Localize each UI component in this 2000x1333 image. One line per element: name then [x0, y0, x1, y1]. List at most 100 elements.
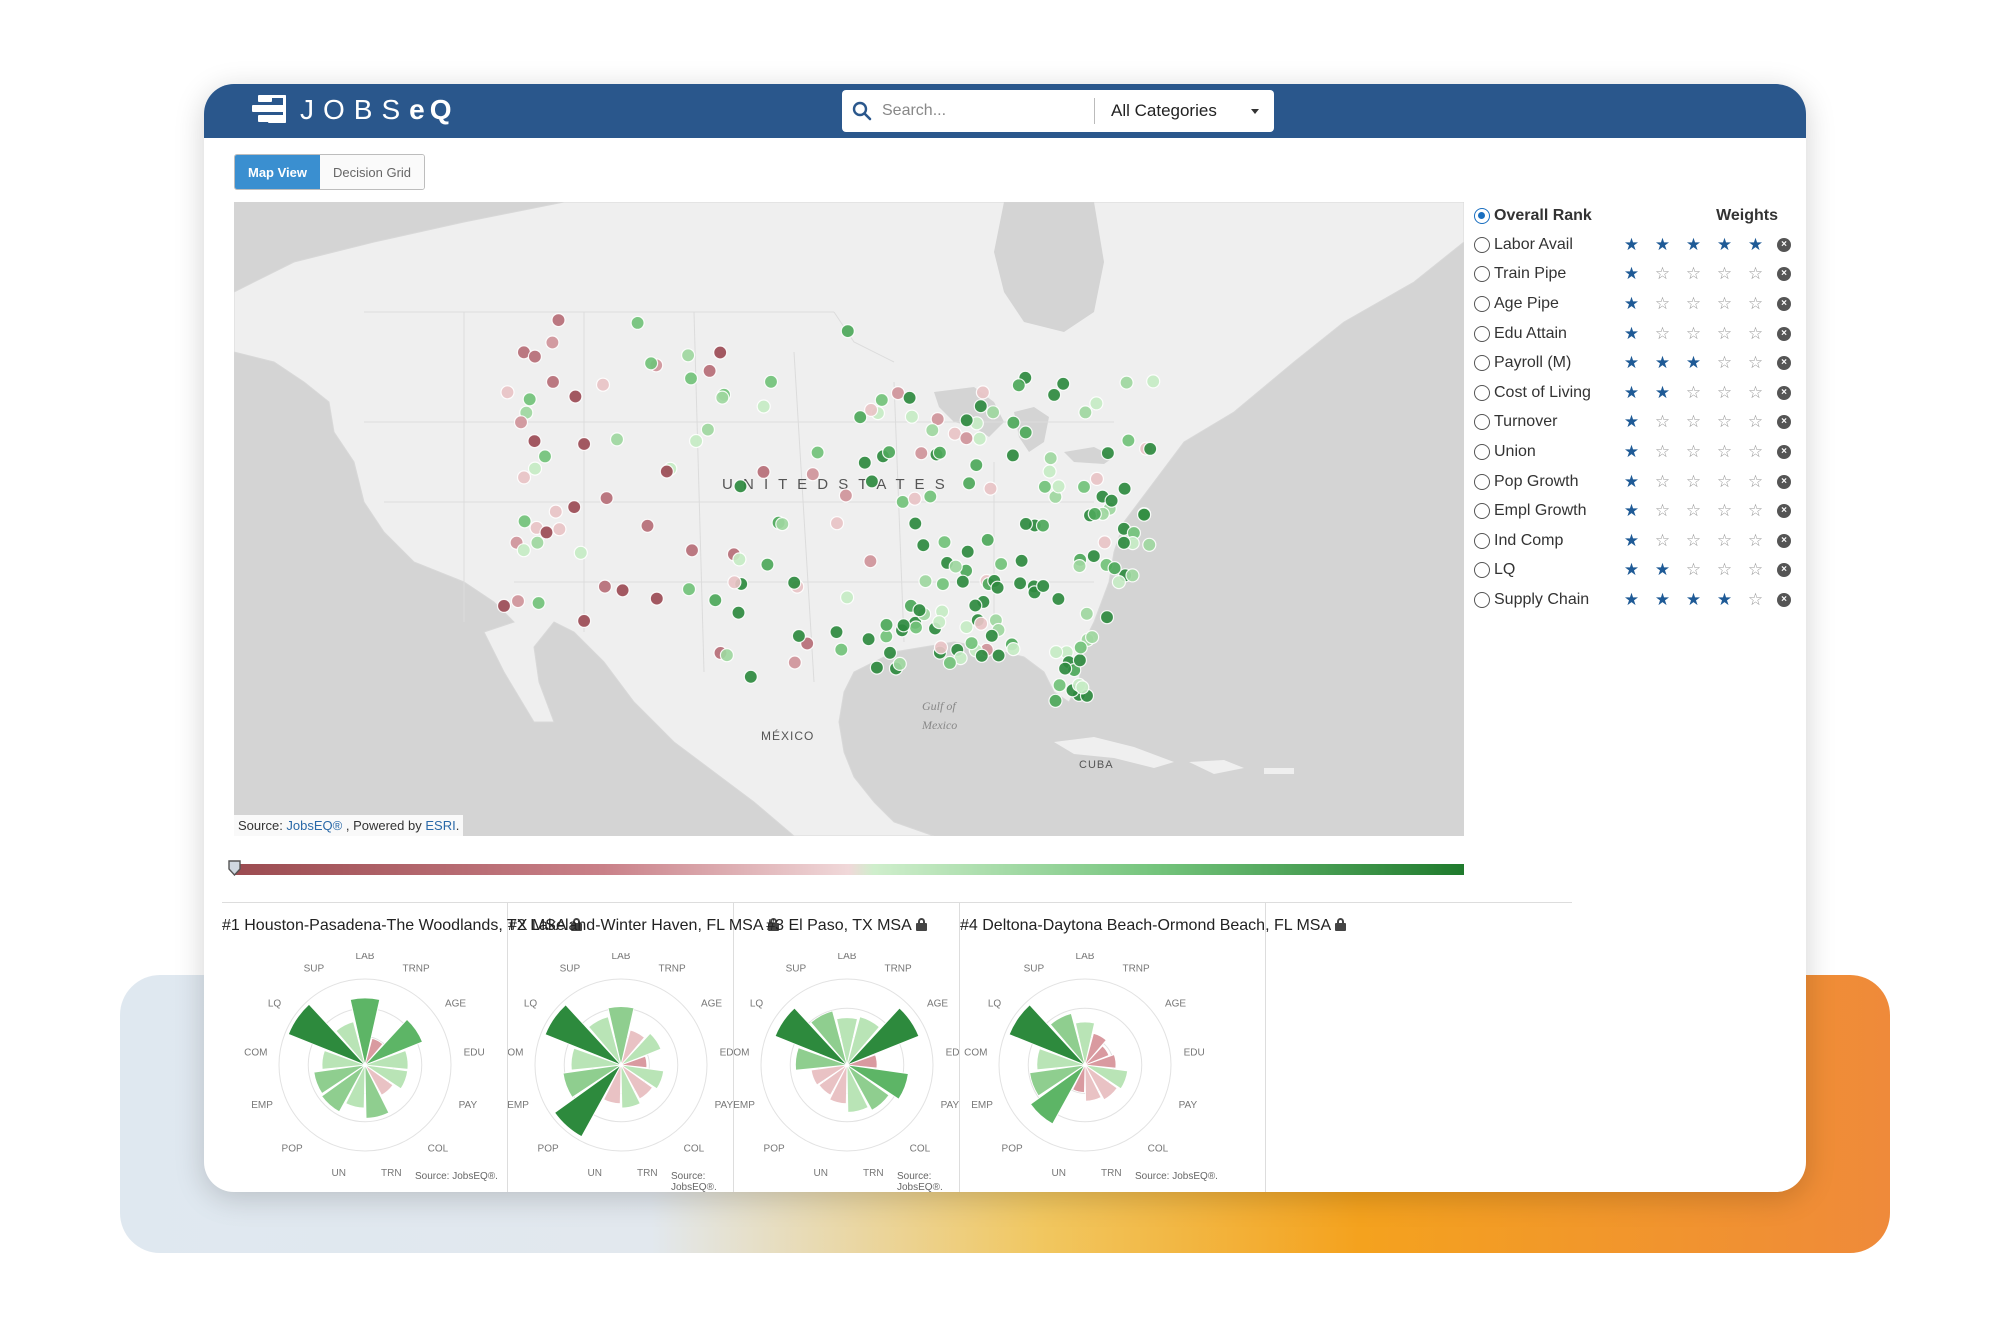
star-icon[interactable]: ☆	[1716, 293, 1733, 313]
radar-wedge[interactable]	[321, 1050, 366, 1070]
star-icon[interactable]: ☆	[1716, 501, 1733, 521]
radar-wedge[interactable]	[795, 1047, 848, 1071]
clear-weight-icon[interactable]: ×	[1777, 267, 1791, 282]
star-icon[interactable]: ☆	[1685, 471, 1702, 491]
radar-wedge[interactable]	[335, 1021, 366, 1066]
msa-marker[interactable]	[719, 648, 734, 663]
star-icon[interactable]: ★	[1623, 441, 1640, 461]
msa-marker[interactable]	[1073, 640, 1088, 655]
star-icon[interactable]: ☆	[1685, 293, 1702, 313]
msa-marker[interactable]	[1014, 553, 1029, 568]
star-icon[interactable]: ☆	[1685, 501, 1702, 521]
msa-marker[interactable]	[573, 545, 588, 560]
weight-row-radio[interactable]	[1474, 443, 1490, 460]
msa-marker[interactable]	[700, 422, 715, 437]
msa-marker[interactable]	[1035, 518, 1051, 533]
msa-marker[interactable]	[869, 660, 885, 675]
msa-marker[interactable]	[537, 449, 553, 464]
msa-marker[interactable]	[879, 617, 894, 632]
radar-wedge[interactable]	[1084, 1064, 1102, 1102]
radar-wedge[interactable]	[846, 1054, 878, 1069]
msa-marker[interactable]	[577, 436, 592, 452]
msa-marker[interactable]	[908, 620, 924, 635]
msa-card[interactable]: #3 El Paso, TX MSA LAB TRNP AGE EDU PAY COL TRN…	[734, 903, 960, 1192]
weight-row-radio[interactable]	[1474, 266, 1490, 283]
msa-marker[interactable]	[733, 479, 748, 494]
radar-wedge[interactable]	[364, 1050, 409, 1070]
star-icon[interactable]: ☆	[1716, 323, 1733, 343]
star-icon[interactable]: ☆	[1747, 353, 1764, 373]
weight-row-radio[interactable]	[1474, 325, 1490, 342]
clear-weight-icon[interactable]: ×	[1777, 563, 1791, 578]
radar-wedge[interactable]	[1008, 1004, 1086, 1066]
msa-marker[interactable]	[763, 374, 779, 389]
radar-wedge[interactable]	[588, 1016, 622, 1066]
scale-slider-handle[interactable]	[228, 860, 241, 876]
msa-markers[interactable]	[496, 312, 1161, 708]
star-icon[interactable]: ☆	[1747, 382, 1764, 402]
msa-marker[interactable]	[1142, 537, 1157, 552]
msa-marker[interactable]	[810, 445, 825, 460]
weight-row-radio[interactable]	[1474, 503, 1490, 520]
star-icon[interactable]: ★	[1623, 293, 1640, 313]
msa-marker[interactable]	[972, 431, 987, 446]
msa-marker[interactable]	[937, 535, 952, 550]
radar-wedge[interactable]	[836, 1017, 858, 1066]
msa-marker[interactable]	[863, 402, 879, 417]
logo[interactable]: JOBSeQ	[252, 93, 457, 127]
radar-wedge[interactable]	[620, 1064, 653, 1100]
msa-marker[interactable]	[552, 522, 567, 537]
msa-marker[interactable]	[907, 491, 922, 506]
esri-link[interactable]: ESRI	[425, 818, 456, 833]
msa-marker[interactable]	[925, 423, 940, 438]
star-icon[interactable]: ☆	[1654, 293, 1671, 313]
msa-marker[interactable]	[1125, 568, 1140, 583]
msa-marker[interactable]	[1100, 446, 1116, 461]
msa-marker[interactable]	[914, 446, 929, 461]
msa-marker[interactable]	[1048, 693, 1063, 708]
star-icon[interactable]: ★	[1685, 353, 1702, 373]
clear-weight-icon[interactable]: ×	[1777, 592, 1791, 607]
radar-wedge[interactable]	[1030, 1064, 1086, 1125]
msa-marker[interactable]	[683, 371, 699, 386]
msa-marker[interactable]	[1018, 425, 1033, 440]
radar-wedge[interactable]	[846, 1016, 880, 1066]
msa-marker[interactable]	[853, 410, 868, 425]
msa-marker[interactable]	[857, 455, 872, 470]
msa-marker[interactable]	[545, 374, 561, 389]
msa-marker[interactable]	[864, 474, 880, 489]
msa-marker[interactable]	[935, 577, 951, 592]
msa-marker[interactable]	[539, 525, 554, 540]
star-icon[interactable]: ★	[1685, 589, 1702, 609]
msa-marker[interactable]	[896, 618, 911, 633]
msa-marker[interactable]	[531, 595, 546, 611]
msa-marker[interactable]	[756, 399, 771, 414]
msa-marker[interactable]	[975, 385, 991, 400]
msa-marker[interactable]	[1048, 645, 1064, 660]
msa-marker[interactable]	[918, 574, 933, 589]
star-icon[interactable]: ☆	[1747, 323, 1764, 343]
radar-wedge[interactable]	[810, 1010, 848, 1066]
radar-wedge[interactable]	[1036, 1048, 1086, 1071]
msa-marker[interactable]	[1072, 559, 1087, 574]
msa-marker[interactable]	[882, 645, 898, 660]
star-icon[interactable]: ★	[1623, 589, 1640, 609]
msa-marker[interactable]	[500, 385, 515, 400]
msa-marker[interactable]	[708, 593, 723, 608]
radar-wedge[interactable]	[1084, 1064, 1118, 1101]
star-icon[interactable]: ★	[1654, 589, 1671, 609]
msa-marker[interactable]	[609, 432, 625, 447]
msa-marker[interactable]	[908, 516, 923, 531]
star-icon[interactable]: ☆	[1654, 530, 1671, 550]
msa-marker[interactable]	[1146, 374, 1161, 389]
radar-wedge[interactable]	[1072, 1064, 1086, 1093]
star-icon[interactable]: ★	[1623, 234, 1640, 254]
star-icon[interactable]: ☆	[1685, 382, 1702, 402]
radar-wedge[interactable]	[620, 1032, 662, 1066]
msa-marker[interactable]	[640, 518, 655, 533]
radar-wedge[interactable]	[846, 1064, 890, 1111]
msa-marker[interactable]	[1107, 561, 1122, 576]
star-icon[interactable]: ☆	[1747, 560, 1764, 580]
star-icon[interactable]: ☆	[1747, 441, 1764, 461]
msa-marker[interactable]	[902, 390, 917, 405]
